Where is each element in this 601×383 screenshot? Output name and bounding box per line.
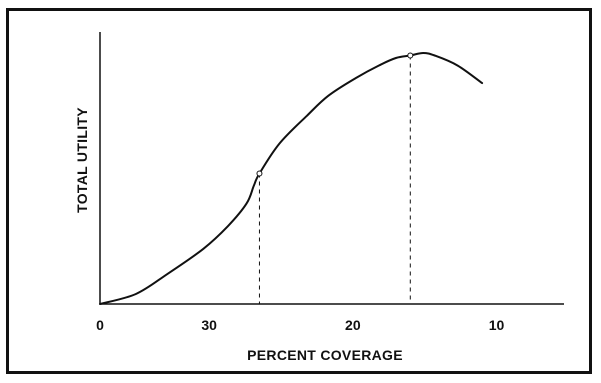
point-marker-0 [256, 170, 263, 177]
series-layer [99, 51, 484, 305]
x-tick-label: 10 [489, 317, 505, 333]
point-marker-1 [407, 52, 414, 59]
axes [99, 32, 564, 305]
dashed-guides [258, 55, 411, 304]
x-axis-title: PERCENT COVERAGE [247, 347, 403, 363]
x-tick-label: 30 [201, 317, 217, 333]
point-markers [256, 52, 414, 177]
x-tick-label: 0 [96, 317, 104, 333]
x-tick-label: 20 [345, 317, 361, 333]
utility-curve-0 [99, 51, 484, 305]
figure-border [6, 8, 592, 374]
x-tick-labels: 0 30 20 10 [96, 317, 504, 333]
y-axis-title: TOTAL UTILITY [74, 107, 90, 213]
